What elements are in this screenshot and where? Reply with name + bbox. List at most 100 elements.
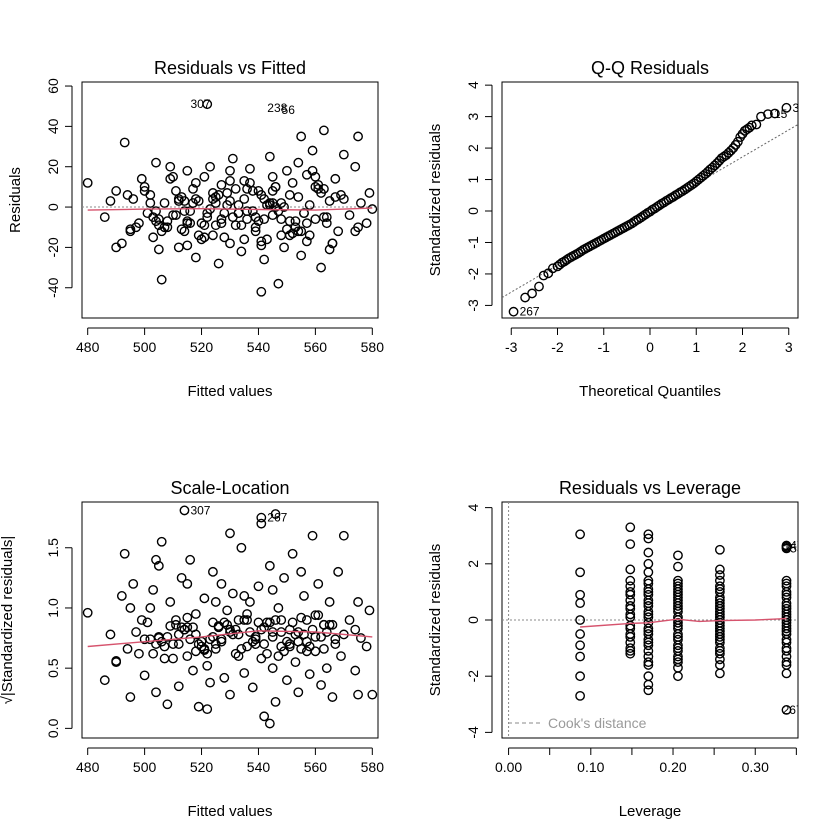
data-point — [575, 629, 586, 639]
x-tick-label: 0.10 — [577, 759, 604, 775]
data-point — [131, 627, 141, 637]
data-point — [105, 629, 116, 640]
x-tick-label: 560 — [304, 339, 328, 355]
data-point — [714, 623, 725, 634]
x-tick-label: 0 — [646, 339, 654, 355]
data-point — [185, 218, 196, 229]
data-point — [732, 136, 743, 147]
data-point — [190, 252, 201, 263]
data-point — [182, 240, 193, 251]
data-point — [111, 186, 122, 196]
data-point — [213, 258, 224, 269]
data-point — [673, 662, 683, 673]
data-point — [319, 643, 329, 654]
y-tick-label: 60 — [45, 78, 61, 94]
point-annotation: 56 — [282, 103, 296, 117]
data-point — [153, 560, 164, 571]
data-point — [643, 533, 654, 544]
x-tick-label: 500 — [133, 339, 157, 355]
y-axis-label: Residuals — [7, 167, 24, 233]
data-point — [781, 705, 792, 715]
data-point — [259, 711, 270, 722]
data-point — [293, 687, 304, 698]
point-annotation: 253 — [783, 541, 803, 555]
plot-area: 307 15 267 — [502, 101, 798, 319]
data-point — [336, 651, 346, 662]
data-point — [313, 578, 324, 589]
y-tick-label: -2 — [465, 268, 481, 281]
smooth-line — [87, 630, 373, 648]
data-point — [190, 609, 201, 619]
point-annotation: 238 — [267, 101, 287, 115]
data-point — [111, 656, 122, 666]
data-point — [287, 617, 298, 628]
x-axis-label: Fitted values — [187, 383, 272, 400]
x-axis-label: Theoretical Quantiles — [579, 383, 721, 400]
data-point — [299, 208, 309, 219]
data-point — [219, 232, 230, 243]
data-point — [193, 230, 204, 241]
data-point — [714, 646, 725, 656]
data-point — [310, 610, 321, 621]
data-point — [344, 210, 355, 221]
data-point — [307, 624, 318, 635]
data-point — [196, 218, 207, 229]
data-point — [270, 181, 281, 192]
plot-title: Residuals vs Fitted — [154, 58, 306, 78]
data-point — [179, 505, 190, 516]
data-point — [173, 681, 184, 692]
point-annotation: 267 — [520, 305, 540, 319]
data-point — [534, 281, 544, 292]
data-point — [575, 589, 586, 600]
data-point — [233, 615, 244, 625]
data-point — [242, 206, 252, 216]
data-point — [643, 578, 654, 589]
data-point — [301, 615, 312, 625]
plot-title: Scale-Location — [170, 478, 289, 498]
data-point — [284, 230, 295, 241]
data-point — [350, 624, 361, 635]
qq-reference-line — [502, 124, 798, 298]
data-point — [162, 216, 173, 227]
data-point — [673, 587, 683, 597]
data-point — [190, 194, 201, 204]
x-tick-label: 3 — [785, 339, 793, 355]
data-point — [763, 109, 773, 119]
data-point — [330, 192, 341, 202]
data-point — [282, 636, 292, 647]
data-point — [781, 587, 792, 597]
data-point — [216, 179, 227, 190]
y-tick-label: 20 — [45, 159, 61, 175]
x-tick-label: 480 — [76, 759, 100, 775]
data-point — [136, 615, 147, 625]
data-point — [173, 639, 184, 649]
data-point — [199, 593, 210, 604]
data-point — [210, 220, 221, 231]
data-point — [299, 629, 309, 640]
data-point — [625, 564, 636, 575]
data-point — [208, 566, 218, 577]
data-point — [321, 663, 332, 674]
data-point — [319, 125, 329, 136]
x-tick-label: 520 — [190, 339, 214, 355]
data-point — [321, 218, 332, 229]
data-point — [247, 206, 258, 216]
data-point — [151, 554, 161, 565]
plot-title: Residuals vs Leverage — [559, 478, 741, 498]
data-point — [781, 102, 792, 113]
data-point — [319, 184, 329, 194]
data-point — [139, 634, 150, 645]
y-tick-label: 40 — [45, 118, 61, 134]
data-point — [643, 671, 654, 682]
data-point — [99, 212, 110, 223]
data-point — [781, 646, 792, 656]
data-point — [316, 680, 326, 690]
data-point — [367, 689, 378, 700]
data-point — [245, 597, 255, 607]
data-point — [250, 212, 261, 223]
data-point — [751, 119, 762, 130]
data-point — [236, 643, 247, 654]
data-point — [210, 643, 221, 654]
data-point — [227, 588, 238, 599]
